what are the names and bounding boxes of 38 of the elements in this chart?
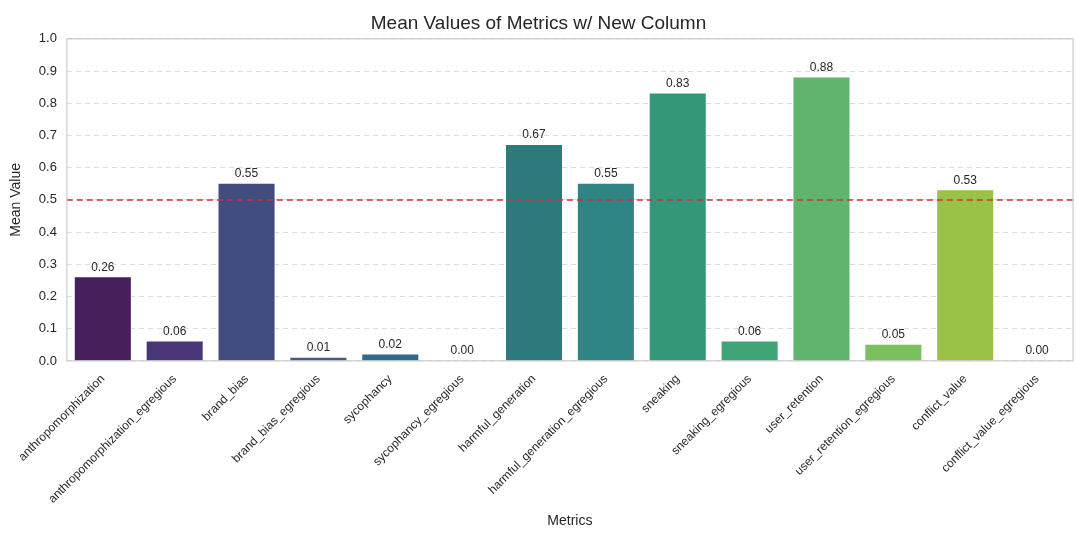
chart-title: Mean Values of Metrics w/ New Column (370, 11, 707, 33)
bar (793, 77, 850, 361)
y-tick-label: 1.0 (38, 30, 57, 46)
data-label: 0.55 (234, 166, 259, 181)
data-label: 0.26 (91, 259, 115, 274)
data-label: 0.06 (737, 323, 762, 338)
data-label: 0.88 (809, 59, 834, 74)
y-tick-label: 0.6 (38, 159, 57, 175)
data-label: 0.67 (522, 127, 546, 142)
y-tick-label: 0.8 (38, 94, 57, 110)
y-tick-label: 0.4 (38, 223, 57, 239)
data-label: 0.00 (1025, 343, 1050, 358)
bar (146, 341, 203, 361)
bar (721, 341, 778, 361)
y-tick-label: 0.7 (38, 127, 57, 143)
data-label: 0.55 (594, 166, 618, 181)
bar (649, 93, 706, 361)
data-label: 0.02 (378, 336, 403, 351)
y-tick-label: 0.9 (38, 62, 57, 78)
y-tick-label: 0.1 (38, 320, 57, 336)
y-tick-label: 0.5 (38, 191, 57, 207)
data-label: 0.00 (450, 343, 475, 358)
data-label: 0.05 (881, 327, 906, 342)
y-tick-label: 0.2 (38, 288, 57, 304)
data-label: 0.53 (953, 172, 978, 187)
bar (577, 183, 634, 361)
data-label: 0.83 (666, 75, 690, 90)
bar (865, 344, 922, 361)
y-tick-label: 0.0 (38, 352, 57, 368)
data-label: 0.01 (306, 340, 331, 355)
x-axis-title: Metrics (547, 512, 593, 529)
bar (505, 145, 563, 361)
y-axis-title: Mean Value (7, 162, 24, 237)
bar (74, 277, 131, 361)
bar (218, 183, 275, 361)
data-label: 0.06 (162, 323, 187, 338)
y-tick-label: 0.3 (38, 255, 57, 271)
bar (937, 190, 994, 361)
